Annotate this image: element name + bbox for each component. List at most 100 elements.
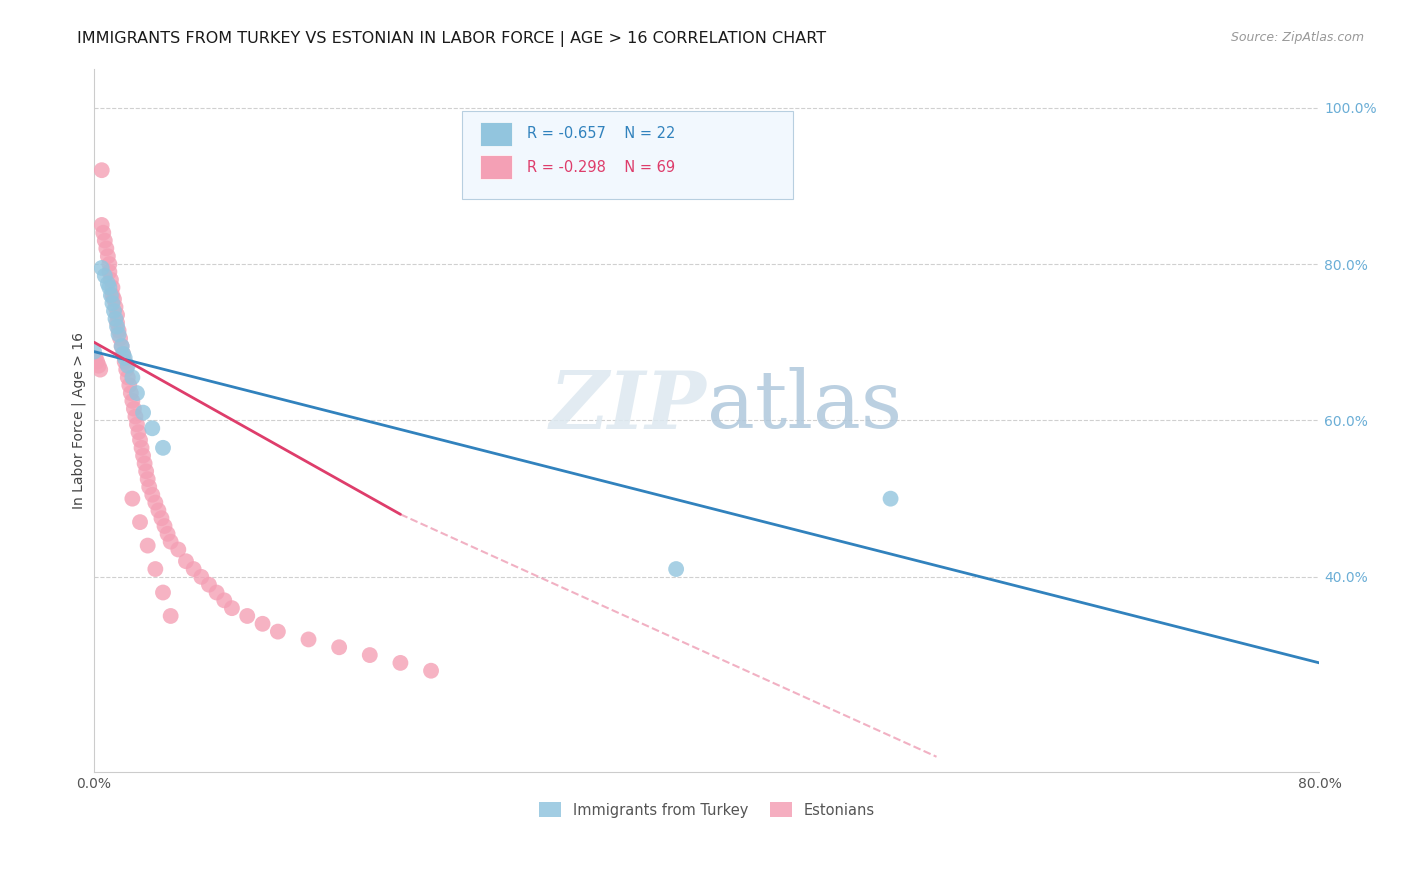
- Point: [152, 585, 174, 599]
- Point: [108, 331, 131, 345]
- Point: [90, 260, 112, 275]
- Text: R = -0.657    N = 22: R = -0.657 N = 22: [527, 127, 675, 142]
- Point: [121, 370, 143, 384]
- Point: [84, 351, 107, 365]
- Point: [107, 324, 129, 338]
- Point: [104, 300, 127, 314]
- Point: [115, 362, 138, 376]
- Point: [105, 319, 128, 334]
- Point: [183, 562, 205, 576]
- Point: [112, 347, 135, 361]
- Point: [152, 441, 174, 455]
- Point: [111, 339, 134, 353]
- Point: [389, 656, 412, 670]
- Text: atlas: atlas: [707, 368, 901, 445]
- Point: [159, 534, 181, 549]
- Point: [97, 249, 120, 263]
- Point: [90, 218, 112, 232]
- Point: [665, 562, 688, 576]
- Point: [143, 495, 166, 509]
- Point: [101, 296, 124, 310]
- Point: [100, 288, 122, 302]
- Point: [153, 519, 176, 533]
- Point: [138, 480, 160, 494]
- Point: [101, 280, 124, 294]
- Point: [135, 464, 157, 478]
- Point: [91, 226, 114, 240]
- Point: [190, 570, 212, 584]
- Point: [143, 562, 166, 576]
- Legend: Immigrants from Turkey, Estonians: Immigrants from Turkey, Estonians: [531, 795, 882, 825]
- Point: [297, 632, 319, 647]
- Point: [252, 616, 274, 631]
- Point: [114, 355, 136, 369]
- Text: R = -0.298    N = 69: R = -0.298 N = 69: [527, 160, 675, 175]
- Point: [167, 542, 190, 557]
- Point: [125, 386, 148, 401]
- Point: [159, 609, 181, 624]
- Point: [104, 311, 127, 326]
- Point: [107, 327, 129, 342]
- Point: [328, 640, 350, 655]
- Point: [90, 163, 112, 178]
- Point: [117, 370, 139, 384]
- Point: [136, 472, 159, 486]
- Point: [125, 417, 148, 432]
- Point: [86, 355, 108, 369]
- Point: [94, 234, 117, 248]
- Point: [128, 425, 150, 440]
- Point: [221, 601, 243, 615]
- Point: [141, 488, 163, 502]
- Point: [131, 441, 153, 455]
- Point: [136, 539, 159, 553]
- Y-axis label: In Labor Force | Age > 16: In Labor Force | Age > 16: [72, 332, 86, 509]
- Point: [117, 359, 139, 373]
- Point: [97, 277, 120, 291]
- Point: [94, 268, 117, 283]
- Point: [236, 609, 259, 624]
- Point: [214, 593, 236, 607]
- Point: [198, 577, 221, 591]
- Point: [118, 378, 141, 392]
- Point: [150, 511, 173, 525]
- Text: ZIP: ZIP: [550, 368, 707, 445]
- Point: [174, 554, 197, 568]
- Point: [98, 265, 121, 279]
- Point: [129, 433, 152, 447]
- Point: [129, 515, 152, 529]
- Point: [141, 421, 163, 435]
- Text: IMMIGRANTS FROM TURKEY VS ESTONIAN IN LABOR FORCE | AGE > 16 CORRELATION CHART: IMMIGRANTS FROM TURKEY VS ESTONIAN IN LA…: [77, 31, 827, 47]
- Point: [132, 449, 155, 463]
- Point: [103, 292, 125, 306]
- Point: [100, 273, 122, 287]
- FancyBboxPatch shape: [479, 122, 512, 146]
- Point: [103, 304, 125, 318]
- Point: [156, 526, 179, 541]
- Point: [112, 347, 135, 361]
- Point: [98, 280, 121, 294]
- Point: [420, 664, 443, 678]
- Point: [205, 585, 228, 599]
- FancyBboxPatch shape: [479, 155, 512, 179]
- Point: [267, 624, 290, 639]
- Point: [124, 409, 146, 424]
- Point: [89, 362, 111, 376]
- Point: [111, 339, 134, 353]
- Point: [114, 351, 136, 365]
- Point: [132, 406, 155, 420]
- Point: [121, 491, 143, 506]
- Point: [120, 386, 142, 401]
- Point: [122, 401, 145, 416]
- Point: [105, 308, 128, 322]
- Point: [96, 241, 118, 255]
- Point: [101, 288, 124, 302]
- Point: [148, 503, 170, 517]
- Point: [105, 316, 128, 330]
- Point: [87, 359, 110, 373]
- FancyBboxPatch shape: [461, 111, 793, 199]
- Point: [83, 344, 105, 359]
- Point: [359, 648, 381, 662]
- Text: Source: ZipAtlas.com: Source: ZipAtlas.com: [1230, 31, 1364, 45]
- Point: [98, 257, 121, 271]
- Point: [121, 393, 143, 408]
